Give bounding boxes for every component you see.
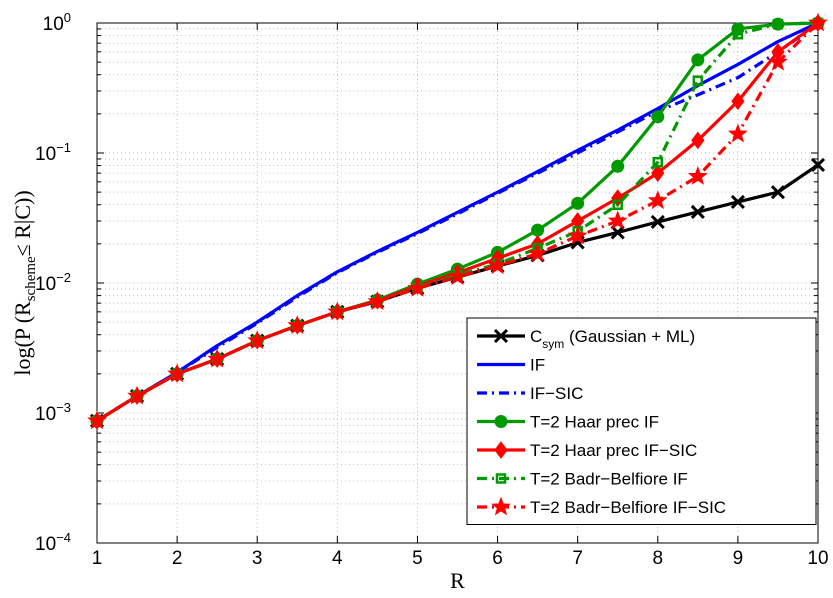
data-point	[612, 199, 623, 210]
data-point	[447, 266, 468, 286]
data-point	[527, 243, 548, 263]
y-axis-label-sub: scheme	[23, 256, 39, 301]
x-tick-label: 6	[492, 548, 503, 569]
legend-marker	[491, 496, 511, 516]
legend-label: IF	[530, 356, 545, 375]
data-point	[808, 12, 828, 32]
legend-item: Csym (Gaussian + ML)	[477, 327, 695, 351]
data-point	[531, 223, 545, 237]
data-point	[571, 196, 585, 210]
data-point	[732, 28, 744, 40]
x-tick-label: 4	[332, 548, 343, 569]
data-point	[611, 159, 625, 173]
y-tick-label: 10−3	[35, 400, 71, 425]
legend-label: T=2 Haar prec IF	[530, 413, 659, 432]
legend-item: T=2 Badr−Belfiore IF−SIC	[477, 496, 726, 517]
legend-item: IF−SIC	[477, 384, 583, 403]
legend-item: IF	[477, 356, 545, 375]
data-point	[367, 291, 388, 310]
data-point	[487, 255, 508, 275]
y-tick-label: 10−2	[35, 270, 71, 295]
legend-marker	[494, 415, 508, 428]
data-point	[651, 110, 665, 124]
x-tick-label: 3	[252, 548, 263, 569]
y-axis-label-tail: ≤ R|C))	[10, 190, 35, 256]
y-tick-label: 100	[43, 10, 71, 35]
legend-box	[466, 317, 817, 525]
legend-label: T=2 Badr−Belfiore IF−SIC	[530, 498, 726, 517]
x-tick-label: 10	[807, 548, 828, 569]
data-point	[687, 166, 708, 185]
x-tick-label: 1	[92, 548, 103, 569]
data-point	[691, 53, 705, 67]
data-point	[407, 277, 428, 297]
x-axis-label: R	[450, 568, 465, 593]
y-tick-label: 10−1	[35, 140, 71, 165]
legend-item: T=2 Haar prec IF	[477, 413, 659, 432]
data-point	[127, 385, 147, 405]
data-point	[567, 225, 588, 245]
x-tick-label: 9	[733, 548, 744, 569]
data-point	[690, 204, 705, 220]
legend-item: T=2 Badr−Belfiore IF	[477, 470, 688, 489]
data-point	[692, 75, 704, 86]
data-point	[647, 190, 668, 210]
series-7	[87, 12, 828, 430]
x-tick-label: 2	[172, 548, 183, 569]
y-tick-label: 10−4	[35, 530, 71, 555]
data-point	[287, 315, 308, 335]
series-3	[96, 22, 819, 423]
legend-item: T=2 Haar prec IF−SIC	[477, 441, 697, 460]
data-point	[810, 157, 826, 172]
data-point	[691, 131, 705, 150]
data-point	[731, 92, 745, 111]
data-point	[651, 164, 665, 182]
data-point	[772, 18, 784, 30]
data-point	[768, 51, 788, 71]
x-tick-label: 8	[652, 548, 663, 569]
data-point	[327, 301, 348, 321]
x-tick-label: 7	[572, 548, 583, 569]
legend: Csym (Gaussian + ML) IF IF−SIC T=2 Haar pre…	[466, 317, 817, 525]
y-axis-label-main: log(P (R	[10, 301, 35, 376]
series-line	[96, 22, 819, 423]
data-point	[730, 194, 745, 210]
data-point	[167, 363, 188, 383]
x-tick-label: 5	[412, 548, 423, 569]
legend-label: T=2 Badr−Belfiore IF	[530, 470, 688, 489]
y-axis-label: log(P (Rscheme≤ R|C))	[10, 190, 39, 375]
axis-ticks: 1 2 3 4 5 6 7 8 9 10 10−4 10−3 10−2 10−1 100	[35, 10, 829, 569]
data-point	[87, 410, 107, 430]
legend-marker	[493, 328, 509, 344]
data-point	[652, 156, 664, 168]
data-point	[650, 214, 665, 229]
legend-label: T=2 Haar prec IF−SIC	[530, 441, 697, 460]
data-point	[607, 210, 628, 230]
data-point	[247, 330, 268, 350]
data-point	[610, 225, 625, 240]
legend-marker	[494, 441, 508, 459]
legend-label: IF−SIC	[530, 384, 583, 403]
data-point	[207, 348, 228, 368]
data-point	[727, 123, 748, 143]
data-point	[770, 185, 786, 200]
series-group	[87, 12, 828, 430]
legend-marker	[495, 473, 507, 484]
legend-label: Csym (Gaussian + ML)	[530, 327, 695, 351]
